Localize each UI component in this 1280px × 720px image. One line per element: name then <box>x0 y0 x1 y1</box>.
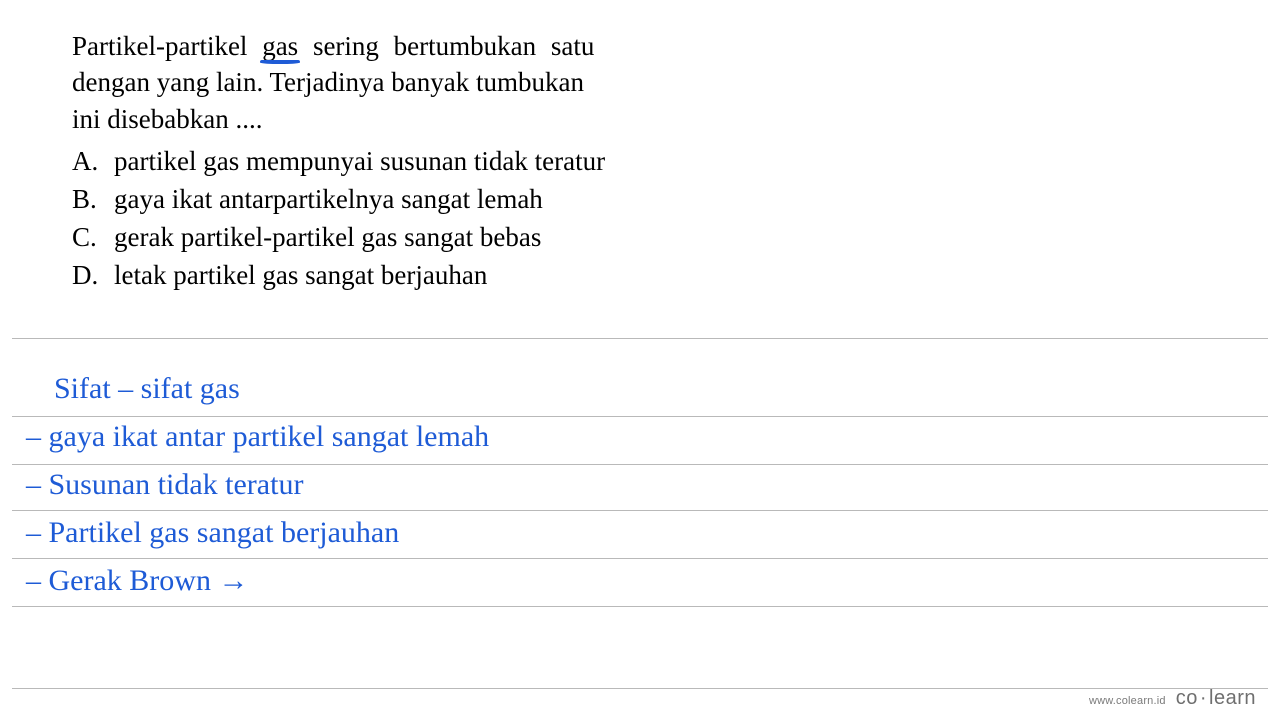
footer-brand: co·learn <box>1176 687 1256 710</box>
rule-line <box>12 558 1268 559</box>
option-text: partikel gas mempunyai susunan tidak ter… <box>114 143 605 181</box>
option-text: gaya ikat antarpartikelnya sangat lemah <box>114 181 543 219</box>
brand-left: co <box>1176 687 1198 709</box>
rule-line <box>12 606 1268 607</box>
handwritten-note: – Gerak Brown → <box>26 564 248 598</box>
option-a: A. partikel gas mempunyai susunan tidak … <box>72 143 772 181</box>
question-line-3: ini disebabkan .... <box>72 101 772 137</box>
rule-line <box>12 464 1268 465</box>
option-letter: A. <box>72 143 114 181</box>
option-d: D. letak partikel gas sangat berjauhan <box>72 257 772 295</box>
page: Partikel-partikel gas sering bertumbukan… <box>0 0 1280 720</box>
handwritten-note: – Susunan tidak teratur <box>26 468 303 502</box>
rule-line <box>12 510 1268 511</box>
option-b: B. gaya ikat antarpartikelnya sangat lem… <box>72 181 772 219</box>
rule-line <box>12 416 1268 417</box>
handwritten-note: – gaya ikat antar partikel sangat lemah <box>26 420 489 454</box>
footer-url: www.colearn.id <box>1089 695 1166 707</box>
rule-line <box>12 688 1268 689</box>
question-line-1: Partikel-partikel gas sering bertumbukan… <box>72 28 772 64</box>
handwritten-note: – Partikel gas sangat berjauhan <box>26 516 399 550</box>
option-letter: D. <box>72 257 114 295</box>
rule-line <box>12 338 1268 339</box>
underlined-word: gas <box>262 31 298 61</box>
option-text: gerak partikel-partikel gas sangat bebas <box>114 219 541 257</box>
question-stem: Partikel-partikel gas sering bertumbukan… <box>72 28 772 137</box>
footer: www.colearn.id co·learn <box>1089 687 1256 710</box>
option-letter: B. <box>72 181 114 219</box>
option-text: letak partikel gas sangat berjauhan <box>114 257 487 295</box>
question-line1-post: sering bertumbukan satu <box>298 31 594 61</box>
brand-right: learn <box>1209 687 1256 709</box>
brand-dot: · <box>1198 687 1209 709</box>
options-list: A. partikel gas mempunyai susunan tidak … <box>72 143 772 294</box>
option-letter: C. <box>72 219 114 257</box>
option-c: C. gerak partikel-partikel gas sangat be… <box>72 219 772 257</box>
handwritten-note: Sifat – sifat gas <box>54 372 240 406</box>
question-block: Partikel-partikel gas sering bertumbukan… <box>72 28 772 295</box>
question-line-2: dengan yang lain. Terjadinya banyak tumb… <box>72 64 772 100</box>
question-line1-pre: Partikel-partikel <box>72 31 262 61</box>
